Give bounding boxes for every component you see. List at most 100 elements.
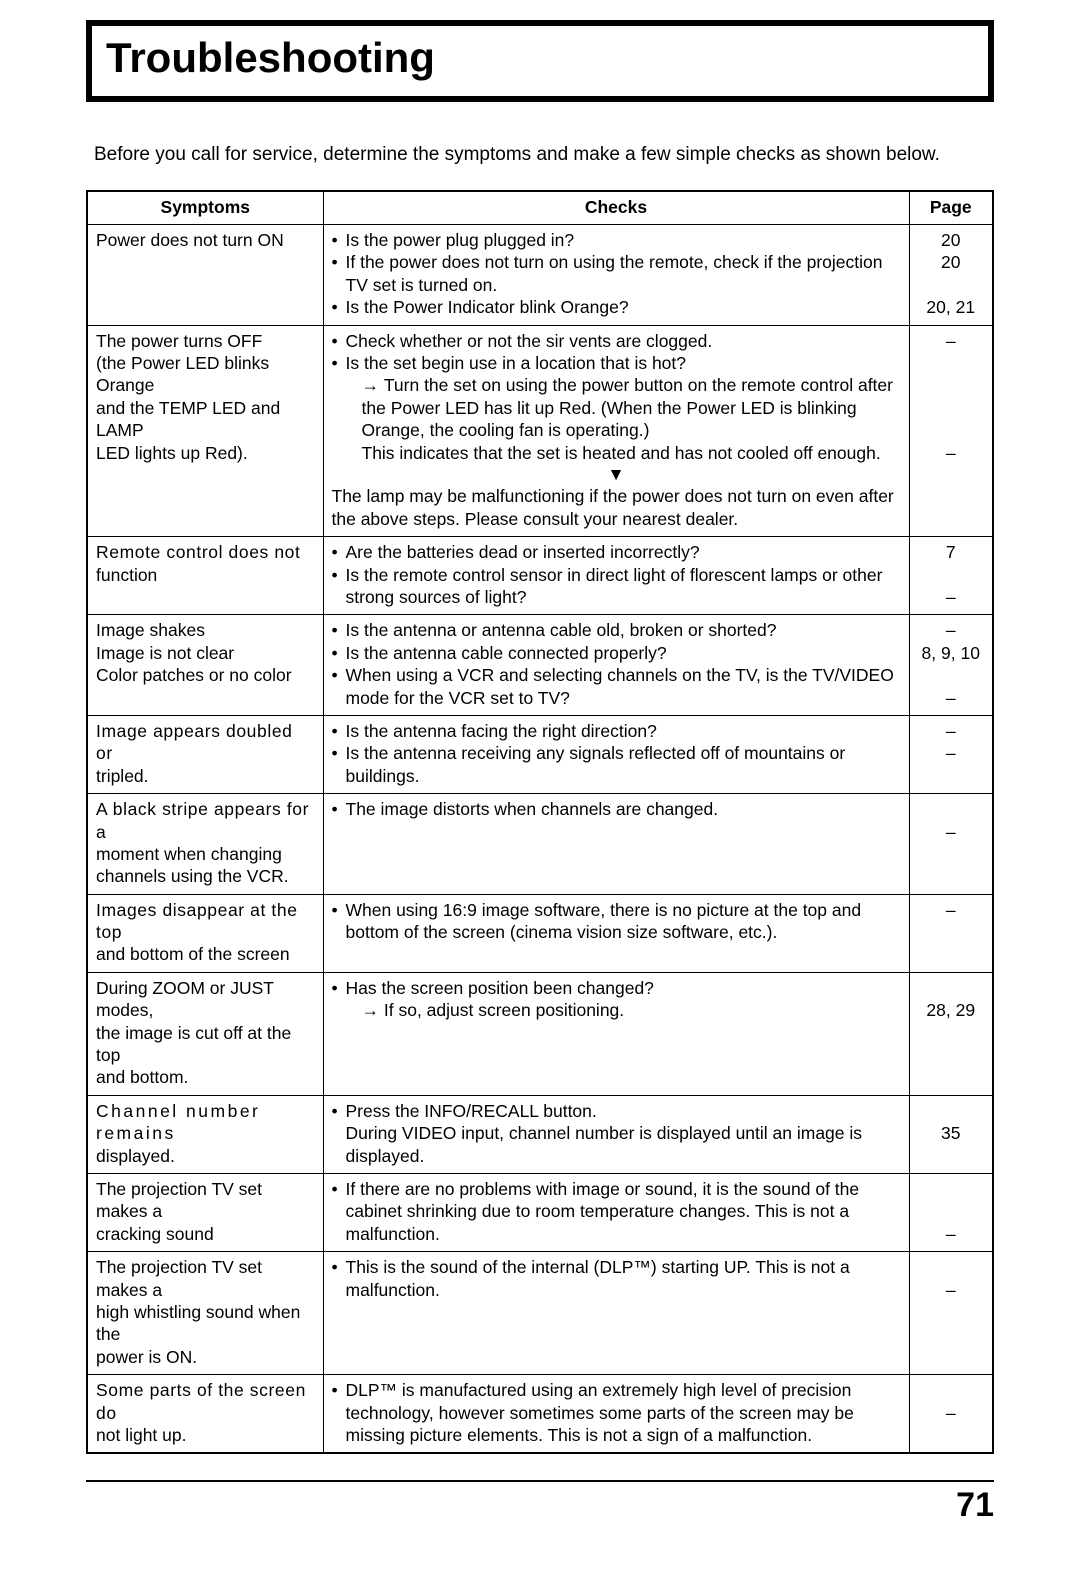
table-row: Image shakesImage is not clearColor patc…	[87, 615, 993, 716]
symptom-text: The power turns OFF	[96, 330, 315, 352]
check-item: The image distorts when channels are cha…	[332, 798, 901, 820]
symptom-text: Power does not turn ON	[96, 229, 315, 251]
table-row: A black stripe appears for amoment when …	[87, 794, 993, 895]
symptom-text: not light up.	[96, 1424, 315, 1446]
symptom-text: moment when changing	[96, 843, 315, 865]
symptom-text: tripled.	[96, 765, 315, 787]
down-arrow-icon: ▼	[332, 464, 901, 486]
check-subtext: This indicates that the set is heated an…	[346, 442, 901, 464]
check-item: Is the antenna facing the right directio…	[332, 720, 901, 742]
symptom-text: The projection TV set makes a	[96, 1178, 315, 1223]
check-item: This is the sound of the internal (DLP™)…	[332, 1256, 901, 1301]
page-cell: – –	[909, 715, 993, 793]
page-number: 71	[86, 1486, 994, 1525]
page-cell: 7 –	[909, 537, 993, 615]
page-cell: 28, 29	[909, 972, 993, 1095]
check-item: Is the antenna cable connected properly?	[332, 642, 901, 664]
check-item: Is the remote control sensor in direct l…	[332, 564, 901, 609]
symptom-text: channels using the VCR.	[96, 865, 315, 887]
checks-cell: When using 16:9 image software, there is…	[323, 894, 909, 972]
symptom-cell: The projection TV set makes acracking so…	[87, 1173, 323, 1251]
symptom-text: displayed.	[96, 1145, 315, 1167]
checks-cell: Are the batteries dead or inserted incor…	[323, 537, 909, 615]
page-cell: 20 20 20, 21	[909, 225, 993, 326]
symptom-text: Image appears doubled or	[96, 720, 315, 765]
symptom-text: Color patches or no color	[96, 664, 315, 686]
page-title: Troubleshooting	[106, 34, 974, 82]
table-row: During ZOOM or JUST modes,the image is c…	[87, 972, 993, 1095]
symptom-cell: Images disappear at the topand bottom of…	[87, 894, 323, 972]
page-cell: – –	[909, 325, 993, 537]
symptom-cell: During ZOOM or JUST modes,the image is c…	[87, 972, 323, 1095]
checks-cell: Has the screen position been changed?If …	[323, 972, 909, 1095]
page-cell: 35	[909, 1095, 993, 1173]
checks-cell: The image distorts when channels are cha…	[323, 794, 909, 895]
checks-cell: Is the power plug plugged in?If the powe…	[323, 225, 909, 326]
symptom-cell: Channel number remainsdisplayed.	[87, 1095, 323, 1173]
symptom-text: and bottom of the screen	[96, 943, 315, 965]
col-symptoms: Symptoms	[87, 191, 323, 225]
page-cell: –	[909, 1252, 993, 1375]
checks-cell: DLP™ is manufactured using an extremely …	[323, 1375, 909, 1454]
checks-cell: This is the sound of the internal (DLP™)…	[323, 1252, 909, 1375]
checks-cell: Is the antenna or antenna cable old, bro…	[323, 615, 909, 716]
table-header-row: Symptoms Checks Page	[87, 191, 993, 225]
check-item: When using a VCR and selecting channels …	[332, 664, 901, 709]
page: Troubleshooting Before you call for serv…	[0, 0, 1080, 1575]
table-row: The power turns OFF(the Power LED blinks…	[87, 325, 993, 537]
symptom-cell: Power does not turn ON	[87, 225, 323, 326]
table-row: The projection TV set makes acracking so…	[87, 1173, 993, 1251]
check-item: Is the power plug plugged in?	[332, 229, 901, 251]
symptom-text: and bottom.	[96, 1066, 315, 1088]
col-page: Page	[909, 191, 993, 225]
check-item: Are the batteries dead or inserted incor…	[332, 541, 901, 563]
symptom-cell: Remote control does notfunction	[87, 537, 323, 615]
intro-text: Before you call for service, determine t…	[94, 142, 994, 168]
table-row: The projection TV set makes ahigh whistl…	[87, 1252, 993, 1375]
page-cell: –	[909, 894, 993, 972]
check-item: Is the antenna receiving any signals ref…	[332, 742, 901, 787]
symptom-text: Image shakes	[96, 619, 315, 641]
table-row: Channel number remainsdisplayed.Press th…	[87, 1095, 993, 1173]
symptom-text: A black stripe appears for a	[96, 798, 315, 843]
page-cell: – 8, 9, 10 –	[909, 615, 993, 716]
symptom-text: Images disappear at the top	[96, 899, 315, 944]
symptom-text: During ZOOM or JUST modes,	[96, 977, 315, 1022]
symptom-text: Image is not clear	[96, 642, 315, 664]
symptom-text: power is ON.	[96, 1346, 315, 1368]
check-subtext: During VIDEO input, channel number is di…	[346, 1122, 901, 1167]
symptom-text: cracking sound	[96, 1223, 315, 1245]
table-row: Remote control does notfunction Are the b…	[87, 537, 993, 615]
check-item: When using 16:9 image software, there is…	[332, 899, 901, 944]
check-item: Check whether or not the sir vents are c…	[332, 330, 901, 352]
table-row: Images disappear at the topand bottom of…	[87, 894, 993, 972]
symptom-text: Channel number remains	[96, 1100, 315, 1145]
check-item: Is the Power Indicator blink Orange?	[332, 296, 901, 318]
symptom-text: LED lights up Red).	[96, 442, 315, 464]
check-item: If the power does not turn on using the …	[332, 251, 901, 296]
table-row: Image appears doubled ortripled. Is the a…	[87, 715, 993, 793]
symptom-text: Remote control does not	[96, 541, 315, 563]
checks-cell: Press the INFO/RECALL button.During VIDE…	[323, 1095, 909, 1173]
symptom-text: function	[96, 564, 315, 586]
check-item: Press the INFO/RECALL button.During VIDE…	[332, 1100, 901, 1167]
check-item: Is the set begin use in a location that …	[332, 352, 901, 464]
page-cell: –	[909, 1173, 993, 1251]
title-box: Troubleshooting	[86, 20, 994, 102]
checks-cell: Check whether or not the sir vents are c…	[323, 325, 909, 537]
check-subtext: If so, adjust screen positioning.	[346, 999, 901, 1021]
checks-cell: Is the antenna facing the right directio…	[323, 715, 909, 793]
check-item: Has the screen position been changed?If …	[332, 977, 901, 1022]
checks-cell: If there are no problems with image or s…	[323, 1173, 909, 1251]
symptom-cell: The power turns OFF(the Power LED blinks…	[87, 325, 323, 537]
symptom-cell: A black stripe appears for amoment when …	[87, 794, 323, 895]
page-cell: –	[909, 1375, 993, 1454]
symptom-text: high whistling sound when the	[96, 1301, 315, 1346]
symptom-text: the image is cut off at the top	[96, 1022, 315, 1067]
check-aftertext: The lamp may be malfunctioning if the po…	[332, 485, 901, 530]
footer-rule	[86, 1480, 994, 1482]
table-row: Power does not turn ON Is the power plug …	[87, 225, 993, 326]
symptom-cell: Some parts of the screen donot light up.	[87, 1375, 323, 1454]
symptom-text: Some parts of the screen do	[96, 1379, 315, 1424]
symptom-cell: The projection TV set makes ahigh whistl…	[87, 1252, 323, 1375]
